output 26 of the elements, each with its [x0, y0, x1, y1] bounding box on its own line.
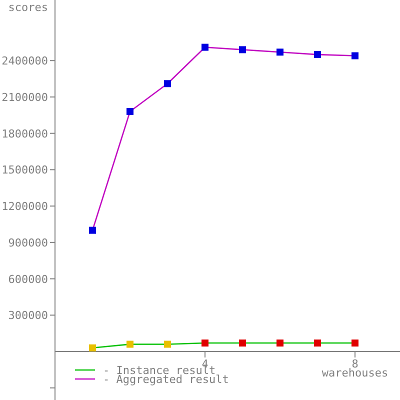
point: [276, 340, 284, 347]
y-axis-title: scores: [8, 1, 48, 14]
point: [314, 340, 321, 347]
y-tick-label: 900000: [8, 236, 48, 250]
point: [314, 51, 321, 58]
point: [239, 46, 246, 54]
point: [126, 108, 134, 116]
point: [352, 340, 358, 347]
point: [352, 52, 358, 60]
y-tick-label: 1800000: [2, 127, 48, 140]
point: [126, 340, 134, 348]
point: [276, 48, 284, 56]
point: [239, 340, 246, 347]
y-tick-label: 2100000: [2, 90, 48, 104]
y-tick-label: 600000: [8, 272, 48, 286]
point: [89, 226, 96, 234]
point: [202, 44, 208, 51]
point: [164, 80, 171, 88]
point: [89, 344, 96, 352]
point: [164, 340, 171, 348]
legend-label: - Aggregated result: [103, 373, 229, 386]
y-tick-label: 1500000: [2, 164, 48, 177]
y-tick-label: 300000: [8, 309, 48, 322]
y-tick-label: 2400000: [2, 54, 48, 68]
y-tick-label: 1200000: [2, 200, 48, 214]
point: [202, 340, 208, 347]
